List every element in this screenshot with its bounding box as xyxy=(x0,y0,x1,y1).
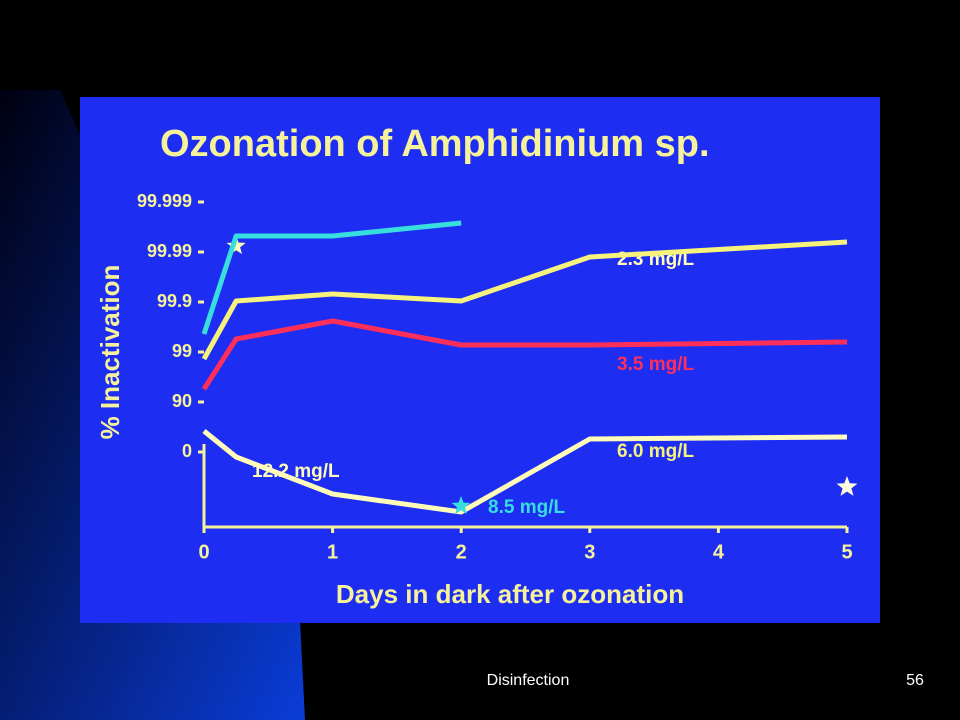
decor-star xyxy=(836,476,858,496)
series-label: 12.2 mg/L xyxy=(252,461,340,482)
y-tick-label: 99.99 xyxy=(147,241,192,261)
chart-panel xyxy=(80,97,880,623)
y-tick-label: 0 xyxy=(182,441,192,461)
page-number: 56 xyxy=(906,672,924,689)
series-label: 3.5 mg/L xyxy=(617,354,694,375)
series-line xyxy=(202,429,848,515)
x-tick-label: 3 xyxy=(584,541,595,563)
y-tick-label: 99 xyxy=(172,341,192,361)
y-tick-label: 99.9 xyxy=(157,291,192,311)
series-line xyxy=(201,220,462,335)
y-tick-label: 90 xyxy=(172,391,192,411)
x-tick-label: 4 xyxy=(713,541,725,563)
chart-title: Ozonation of Amphidinium sp. xyxy=(160,123,710,165)
x-tick-label: 2 xyxy=(456,541,467,563)
x-axis-label: Days in dark after ozonation xyxy=(336,579,684,609)
series-point xyxy=(226,236,246,255)
decor-star xyxy=(451,496,471,515)
series-label: 6.0 mg/L xyxy=(617,441,694,462)
series-line xyxy=(201,318,848,391)
x-tick-label: 1 xyxy=(327,541,338,563)
series-label: 8.5 mg/L xyxy=(488,497,565,518)
y-axis-label: % Inactivation xyxy=(95,265,125,440)
x-tick-label: 5 xyxy=(841,541,852,563)
x-tick-label: 0 xyxy=(198,541,209,563)
series-line xyxy=(201,239,848,361)
slide-footer: Disinfection xyxy=(487,672,570,689)
y-tick-label: 99.999 xyxy=(137,191,192,211)
